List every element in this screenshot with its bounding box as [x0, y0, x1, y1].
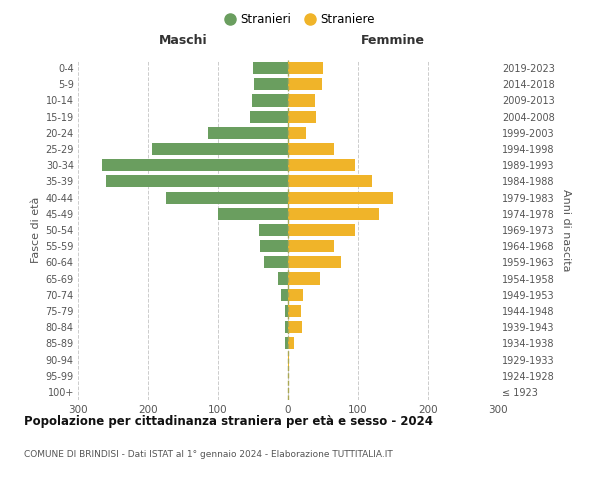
Bar	[285, 338, 288, 349]
Bar	[288, 94, 314, 106]
Bar	[288, 110, 316, 122]
Text: Popolazione per cittadinanza straniera per età e sesso - 2024: Popolazione per cittadinanza straniera p…	[24, 415, 433, 428]
Bar	[288, 321, 302, 333]
Y-axis label: Anni di nascita: Anni di nascita	[560, 188, 571, 271]
Bar	[288, 240, 334, 252]
Bar	[259, 224, 288, 236]
Bar	[260, 240, 288, 252]
Bar	[288, 159, 355, 172]
Bar	[106, 176, 288, 188]
Bar	[277, 272, 288, 284]
Bar	[288, 78, 322, 90]
Bar	[166, 192, 288, 203]
Legend: Stranieri, Straniere: Stranieri, Straniere	[220, 8, 380, 31]
Y-axis label: Fasce di età: Fasce di età	[31, 197, 41, 263]
Bar	[288, 143, 334, 155]
Text: COMUNE DI BRINDISI - Dati ISTAT al 1° gennaio 2024 - Elaborazione TUTTITALIA.IT: COMUNE DI BRINDISI - Dati ISTAT al 1° ge…	[24, 450, 393, 459]
Bar	[208, 127, 288, 139]
Bar	[218, 208, 288, 220]
Bar	[288, 176, 372, 188]
Text: Femmine: Femmine	[361, 34, 425, 48]
Bar	[288, 62, 323, 74]
Bar	[250, 110, 288, 122]
Bar	[288, 272, 320, 284]
Bar	[263, 256, 288, 268]
Bar	[251, 94, 288, 106]
Bar	[288, 256, 341, 268]
Bar	[288, 224, 355, 236]
Bar	[288, 338, 293, 349]
Bar	[253, 62, 288, 74]
Bar	[151, 143, 288, 155]
Bar	[284, 305, 288, 317]
Bar	[103, 159, 288, 172]
Bar	[288, 288, 304, 301]
Bar	[288, 305, 301, 317]
Bar	[288, 208, 379, 220]
Bar	[254, 78, 288, 90]
Bar	[281, 288, 288, 301]
Bar	[288, 127, 305, 139]
Bar	[288, 192, 393, 203]
Bar	[288, 354, 289, 366]
Bar	[284, 321, 288, 333]
Text: Maschi: Maschi	[158, 34, 208, 48]
